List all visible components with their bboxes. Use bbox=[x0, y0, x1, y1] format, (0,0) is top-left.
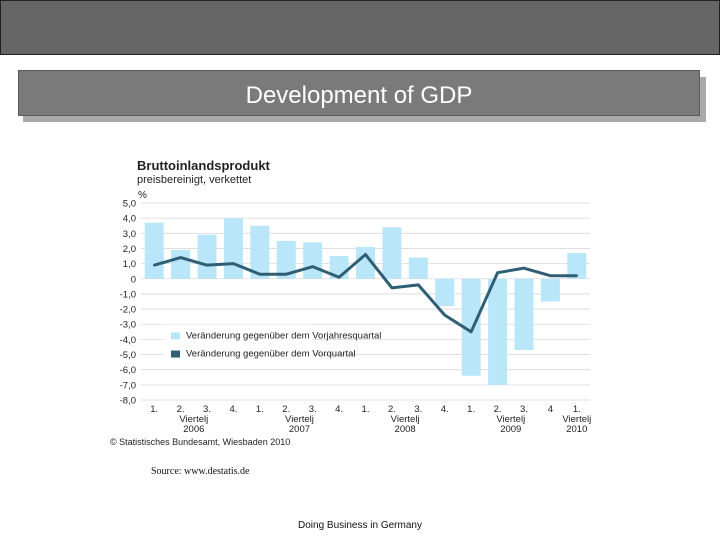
x-tick-label: 2. bbox=[177, 404, 185, 415]
slide-footer: Doing Business in Germany bbox=[298, 520, 422, 531]
bar bbox=[488, 278, 508, 385]
x-tick-label: 3. bbox=[414, 404, 422, 415]
line-point bbox=[258, 273, 262, 276]
x-tick-label: 3. bbox=[309, 404, 317, 415]
line-point bbox=[496, 271, 499, 274]
bar bbox=[356, 246, 375, 279]
y-tick-label: -5,0 bbox=[120, 350, 136, 361]
group-label: Viertelj bbox=[562, 414, 591, 425]
line-point bbox=[417, 283, 420, 287]
line-point bbox=[311, 265, 314, 268]
chart-copyright: © Statistisches Bundesamt, Wiesbaden 201… bbox=[110, 437, 290, 447]
line-point bbox=[285, 273, 288, 276]
group-label: Viertelj bbox=[179, 414, 208, 425]
group-year: 2008 bbox=[395, 424, 416, 435]
line-point bbox=[443, 313, 446, 317]
line-point bbox=[549, 274, 552, 277]
group-year: 2009 bbox=[500, 424, 521, 435]
group-label: Viertelj bbox=[285, 414, 314, 425]
bar bbox=[171, 249, 191, 279]
x-tick-label: 4. bbox=[229, 404, 237, 415]
x-tick-label: 3. bbox=[203, 404, 211, 415]
slide-title: Development of GDP bbox=[245, 82, 473, 109]
source-note: Source: www.destatis.de bbox=[151, 466, 250, 477]
x-tick-label: 1. bbox=[150, 404, 158, 415]
group-year: 2007 bbox=[289, 424, 310, 435]
group-label: Viertelj bbox=[496, 414, 525, 425]
y-tick-label: 5,0 bbox=[123, 199, 136, 210]
y-tick-label: 1,0 bbox=[123, 259, 136, 270]
group-label: Viertelj bbox=[391, 414, 420, 425]
bar bbox=[435, 278, 455, 307]
x-tick-label: 3. bbox=[520, 404, 528, 415]
group-year: 2006 bbox=[183, 424, 204, 435]
bar bbox=[144, 222, 164, 279]
x-tick-label: 1. bbox=[256, 404, 264, 415]
x-tick-label: 4 bbox=[548, 404, 553, 415]
legend-box bbox=[163, 324, 313, 367]
y-tick-label: 2,0 bbox=[123, 244, 136, 255]
line-point bbox=[522, 266, 526, 270]
chart-title: Bruttoinlandsprodukt bbox=[137, 158, 271, 173]
legend-swatch-line bbox=[171, 350, 180, 358]
y-axis-unit: % bbox=[138, 190, 147, 201]
legend-swatch-bar bbox=[171, 332, 180, 340]
y-tick-label: -2,0 bbox=[120, 305, 136, 316]
x-tick-label: 2. bbox=[388, 404, 396, 415]
bar bbox=[382, 227, 402, 279]
x-tick-label: 1. bbox=[573, 404, 581, 415]
line-point bbox=[179, 256, 182, 259]
y-tick-label: -4,0 bbox=[120, 335, 136, 346]
bar bbox=[250, 225, 270, 279]
bar bbox=[514, 278, 534, 350]
x-tick-label: 2. bbox=[494, 404, 502, 415]
y-tick-label: -3,0 bbox=[120, 320, 136, 331]
bar bbox=[567, 253, 587, 279]
y-tick-label: 4,0 bbox=[123, 214, 136, 225]
bar bbox=[461, 278, 481, 376]
y-tick-label: -1,0 bbox=[120, 289, 136, 300]
x-tick-label: 1. bbox=[362, 404, 370, 415]
line-point bbox=[337, 276, 341, 279]
y-tick-label: -8,0 bbox=[120, 396, 136, 407]
line-point bbox=[153, 263, 156, 267]
bar bbox=[540, 278, 560, 302]
legend-label-line: Veränderung gegenüber dem Vorquartal bbox=[186, 349, 356, 360]
chart-subtitle: preisbereinigt, verkettet bbox=[137, 174, 251, 186]
x-tick-label: 4. bbox=[441, 404, 449, 415]
line-point bbox=[205, 263, 209, 267]
top-banner bbox=[0, 0, 720, 55]
y-tick-label: -6,0 bbox=[120, 365, 136, 376]
bar bbox=[408, 257, 428, 279]
y-tick-label: -7,0 bbox=[120, 380, 136, 391]
line-point bbox=[364, 253, 367, 256]
y-tick-label: 0 bbox=[131, 274, 136, 285]
legend-label-bar: Veränderung gegenüber dem Vorjahresquart… bbox=[186, 330, 381, 341]
title-bar: Development of GDP bbox=[18, 70, 700, 116]
y-tick-label: 3,0 bbox=[123, 229, 136, 240]
line-point bbox=[469, 330, 473, 334]
line-point bbox=[575, 274, 578, 277]
bar bbox=[276, 240, 296, 279]
gdp-chart: 5,0 4,0 3,0 2,0 1,0 0 -1,0 -2,0 -3,0 -4,0 -5,0 -6,0… bbox=[110, 158, 592, 447]
line-point bbox=[232, 262, 235, 265]
plot-area: 5,0 4,0 3,0 2,0 1,0 0 -1,0 -2,0 -3,0 -4,0 -5,0 -6,0… bbox=[120, 199, 592, 436]
bar bbox=[197, 234, 217, 279]
bar bbox=[223, 218, 243, 279]
x-tick-label: 2. bbox=[282, 404, 290, 415]
x-tick-label: 4. bbox=[335, 404, 343, 415]
group-year: 2010 bbox=[566, 424, 587, 435]
bar bbox=[303, 242, 323, 279]
line-point bbox=[390, 286, 394, 290]
x-tick-label: 1. bbox=[467, 404, 475, 415]
